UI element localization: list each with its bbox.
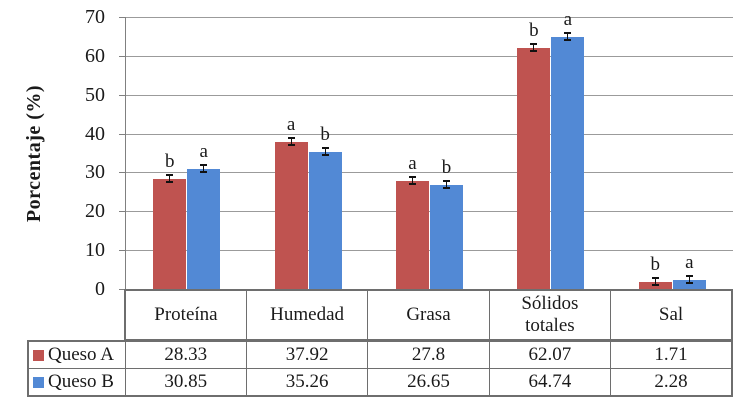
gridline (126, 94, 733, 96)
gridline (126, 55, 733, 57)
category-header-proteina: Proteína (124, 289, 247, 341)
value-queso-a-grasa: 27.8 (367, 340, 490, 369)
error-bar (651, 277, 659, 286)
value-queso-b-grasa: 26.65 (367, 368, 490, 397)
category-header-tr: Proteína Humedad Grasa Sólidos totales Sal (124, 289, 733, 341)
y-tick-label: 50 (85, 83, 105, 106)
value-queso-b-humedad: 35.26 (245, 368, 369, 397)
gridline (126, 211, 733, 213)
error-bar (321, 147, 329, 156)
bar-queso-a-solidos-totales (517, 48, 551, 289)
category-header-humedad: Humedad (245, 289, 369, 341)
y-tick-label: 60 (85, 44, 105, 67)
bar-queso-b-proteina (187, 169, 221, 289)
y-tick-label: 20 (85, 200, 105, 223)
legend-label: Queso A (48, 344, 114, 366)
significance-letter: b (441, 157, 452, 178)
bar-queso-b-grasa (430, 185, 463, 289)
error-bar (564, 32, 572, 41)
y-tick-mark (119, 172, 125, 174)
error-bar (200, 164, 208, 173)
legend-swatch-queso-a (33, 350, 44, 362)
value-queso-b-solidos-totales: 64.74 (488, 368, 612, 397)
value-queso-b-sal: 2.28 (610, 368, 733, 397)
plot-area: b a a b a b b a b a (125, 9, 733, 290)
significance-letter: a (286, 114, 296, 135)
y-tick-label: 70 (85, 6, 105, 28)
gridline (126, 250, 733, 252)
legend-data-table: Queso A 28.33 37.92 27.8 62.07 1.71 Queso B 30.… (27, 340, 733, 397)
category-header-row: Proteína Humedad Grasa Sólidos totales Sal (124, 289, 733, 341)
significance-letter: b (164, 151, 175, 172)
gridline (126, 172, 733, 174)
y-axis-title: Porcentaje (%) (20, 17, 50, 289)
bar-queso-a-proteina (153, 179, 187, 289)
bar-queso-b-humedad (308, 152, 342, 289)
error-bar (409, 176, 416, 185)
error-bar (287, 137, 295, 146)
y-tick-label: 0 (95, 278, 105, 300)
error-bar (166, 174, 174, 183)
gridline (126, 17, 733, 18)
bar-queso-b-solidos-totales (551, 37, 585, 289)
table-row-queso-a: Queso A 28.33 37.92 27.8 62.07 1.71 (27, 340, 733, 369)
significance-letter: a (408, 153, 417, 174)
significance-letter: a (199, 141, 208, 162)
y-tick-mark (119, 94, 125, 96)
legend-cell-queso-a: Queso A (27, 340, 126, 369)
legend-swatch-queso-b (33, 377, 44, 389)
significance-letter: b (529, 20, 539, 41)
error-bar (530, 43, 538, 52)
significance-letter: a (563, 9, 573, 30)
y-tick-label: 40 (85, 122, 105, 145)
y-tick-label: 30 (85, 161, 105, 184)
y-tick-mark (119, 289, 125, 290)
significance-letter: b (650, 254, 661, 275)
y-tick-mark (119, 17, 125, 18)
gridline (126, 133, 733, 135)
y-tick-label: 10 (85, 239, 105, 262)
error-bar (685, 275, 693, 284)
category-header-grasa: Grasa (367, 289, 490, 341)
value-queso-a-solidos-totales: 62.07 (488, 340, 612, 369)
bar-queso-b-sal (672, 280, 706, 289)
significance-letter: b (320, 124, 330, 145)
error-bar (443, 180, 450, 189)
value-queso-a-proteina: 28.33 (124, 340, 247, 369)
y-tick-mark (119, 211, 125, 213)
legend-cell-queso-b: Queso B (27, 368, 126, 397)
category-header-sal: Sal (610, 289, 733, 341)
value-queso-a-humedad: 37.92 (245, 340, 369, 369)
y-tick-mark (119, 55, 125, 57)
table-row-queso-b: Queso B 30.85 35.26 26.65 64.74 2.28 (27, 368, 733, 397)
y-tick-mark (119, 250, 125, 252)
significance-letter: a (685, 252, 694, 273)
y-tick-mark (119, 133, 125, 135)
legend-label: Queso B (48, 371, 114, 393)
category-header-solidos-totales: Sólidos totales (488, 289, 612, 341)
value-queso-b-proteina: 30.85 (124, 368, 247, 397)
bar-queso-a-grasa (396, 181, 429, 289)
y-axis-title-text: Porcentaje (%) (23, 84, 46, 222)
bar-queso-a-humedad (274, 142, 308, 289)
value-queso-a-sal: 1.71 (610, 340, 733, 369)
